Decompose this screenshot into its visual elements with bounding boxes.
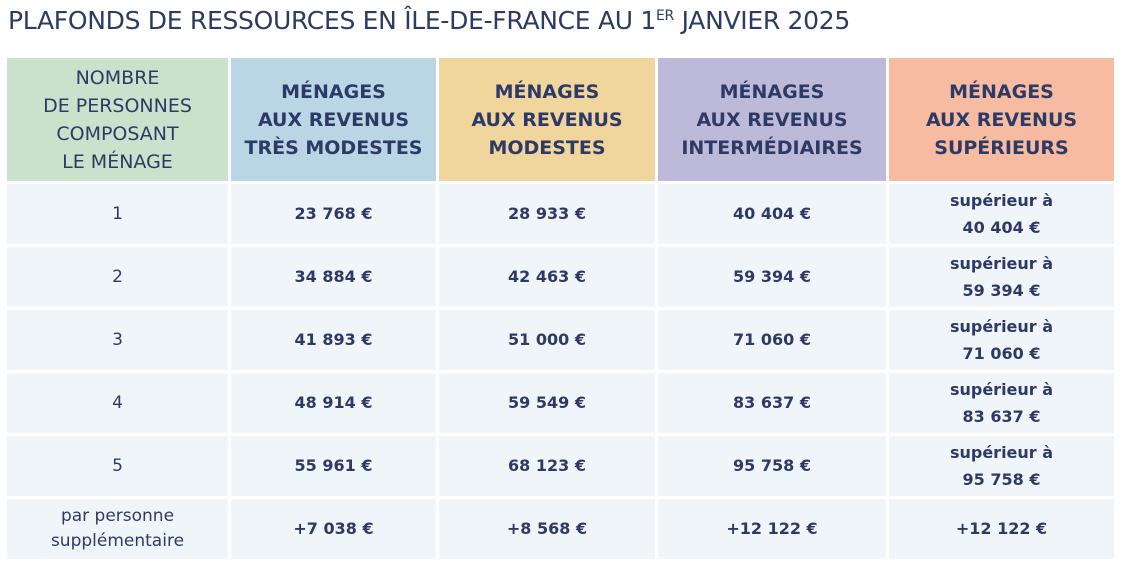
header-line: AUX REVENUS (925, 108, 1078, 131)
income-value: 71 060 € (733, 330, 811, 349)
income-value: 40 404 € (962, 218, 1041, 237)
cell-modestes: 28 933 € (439, 184, 655, 244)
income-value: 95 758 € (962, 470, 1041, 489)
cell-intermediaires: 59 394 € (658, 247, 886, 307)
income-value: 59 394 € (962, 281, 1041, 300)
household-size: 1 (112, 204, 123, 224)
header-line: MÉNAGES (719, 80, 825, 103)
row-label: 1 (7, 184, 228, 244)
cell-tres-modestes: 41 893 € (231, 310, 436, 370)
cell-text: supplémentaire (50, 531, 185, 551)
header-line: TRÈS MODESTES (244, 136, 423, 159)
superieur-prefix: supérieur à (949, 443, 1054, 462)
income-value: +12 122 € (726, 519, 818, 538)
header-line: MÉNAGES (949, 80, 1054, 103)
income-value: 95 758 € (733, 456, 811, 475)
income-value: 23 768 € (294, 204, 373, 223)
cell-modestes: 59 549 € (439, 373, 655, 433)
income-value: 68 123 € (508, 456, 586, 475)
household-size: 3 (112, 330, 123, 350)
household-size: 2 (112, 267, 123, 287)
income-value: +8 568 € (506, 519, 588, 538)
header-line: AUX REVENUS (471, 108, 623, 131)
header-line: SUPÉRIEURS (934, 136, 1069, 159)
income-value: 83 637 € (733, 393, 811, 412)
income-value: 55 961 € (294, 456, 373, 475)
income-value: 41 893 € (294, 330, 373, 349)
cell-superieurs: supérieur à 59 394 € (889, 247, 1114, 307)
header-superieurs: MÉNAGES AUX REVENUS SUPÉRIEURS (889, 58, 1114, 181)
cell-tres-modestes: 48 914 € (231, 373, 436, 433)
income-value: +12 122 € (955, 519, 1048, 538)
income-value: 48 914 € (294, 393, 373, 412)
header-line: LE MÉNAGE (62, 150, 173, 173)
header-line: AUX REVENUS (696, 108, 848, 131)
cell-modestes: 42 463 € (439, 247, 655, 307)
cell-intermediaires: 83 637 € (658, 373, 886, 433)
superieur-prefix: supérieur à (949, 191, 1054, 210)
income-value: 28 933 € (508, 204, 586, 223)
cell-intermediaires: 95 758 € (658, 436, 886, 496)
household-size: 4 (112, 393, 123, 413)
cell-superieurs: supérieur à 83 637 € (889, 373, 1114, 433)
superieur-prefix: supérieur à (949, 254, 1054, 273)
cell-intermediaires: 71 060 € (658, 310, 886, 370)
header-line: MÉNAGES (494, 80, 600, 103)
cell-modestes: 51 000 € (439, 310, 655, 370)
cell-tres-modestes: 23 768 € (231, 184, 436, 244)
cell-extra-intermediaires: +12 122 € (658, 499, 886, 559)
header-line: NOMBRE (75, 66, 160, 89)
header-line: AUX REVENUS (257, 108, 410, 131)
income-value: 59 394 € (733, 267, 811, 286)
income-value: 40 404 € (733, 204, 811, 223)
header-line: MÉNAGES (281, 80, 386, 103)
page-title: PLAFONDS DE RESSOURCES EN ÎLE-DE-FRANCE … (8, 6, 850, 35)
cell-tres-modestes: 55 961 € (231, 436, 436, 496)
header-line: COMPOSANT (56, 122, 179, 145)
header-modestes: MÉNAGES AUX REVENUS MODESTES (439, 58, 655, 181)
header-line: INTERMÉDIAIRES (681, 136, 863, 159)
income-value: 71 060 € (962, 344, 1041, 363)
cell-text: par personne (60, 506, 175, 526)
header-line: DE PERSONNES (43, 94, 192, 117)
title-text: PLAFONDS DE RESSOURCES EN ÎLE-DE-FRANCE … (8, 6, 656, 35)
row-label: 2 (7, 247, 228, 307)
header-household-size: NOMBRE DE PERSONNES COMPOSANT LE MÉNAGE (7, 58, 228, 181)
income-value: 59 549 € (508, 393, 586, 412)
cell-extra-tres-modestes: +7 038 € (231, 499, 436, 559)
row-label: 3 (7, 310, 228, 370)
cell-intermediaires: 40 404 € (658, 184, 886, 244)
header-line: MODESTES (488, 136, 606, 159)
household-size: 5 (112, 456, 123, 476)
title-superscript: ER (656, 8, 674, 24)
row-label: 4 (7, 373, 228, 433)
cell-superieurs: supérieur à 40 404 € (889, 184, 1114, 244)
superieur-prefix: supérieur à (949, 317, 1054, 336)
cell-modestes: 68 123 € (439, 436, 655, 496)
income-ceiling-table: NOMBRE DE PERSONNES COMPOSANT LE MÉNAGE MÉNA… (7, 58, 1114, 559)
income-value: 51 000 € (508, 330, 586, 349)
header-tres-modestes: MÉNAGES AUX REVENUS TRÈS MODESTES (231, 58, 436, 181)
income-value: 42 463 € (508, 267, 586, 286)
income-value: 34 884 € (294, 267, 373, 286)
row-label-extra: par personne supplémentaire (7, 499, 228, 559)
title-text-rest: JANVIER 2025 (673, 6, 851, 35)
header-intermediaires: MÉNAGES AUX REVENUS INTERMÉDIAIRES (658, 58, 886, 181)
cell-superieurs: supérieur à 71 060 € (889, 310, 1114, 370)
cell-superieurs: supérieur à 95 758 € (889, 436, 1114, 496)
row-label: 5 (7, 436, 228, 496)
cell-extra-modestes: +8 568 € (439, 499, 655, 559)
cell-extra-superieurs: +12 122 € (889, 499, 1114, 559)
income-value: 83 637 € (962, 407, 1041, 426)
cell-tres-modestes: 34 884 € (231, 247, 436, 307)
income-value: +7 038 € (293, 519, 374, 538)
superieur-prefix: supérieur à (949, 380, 1054, 399)
